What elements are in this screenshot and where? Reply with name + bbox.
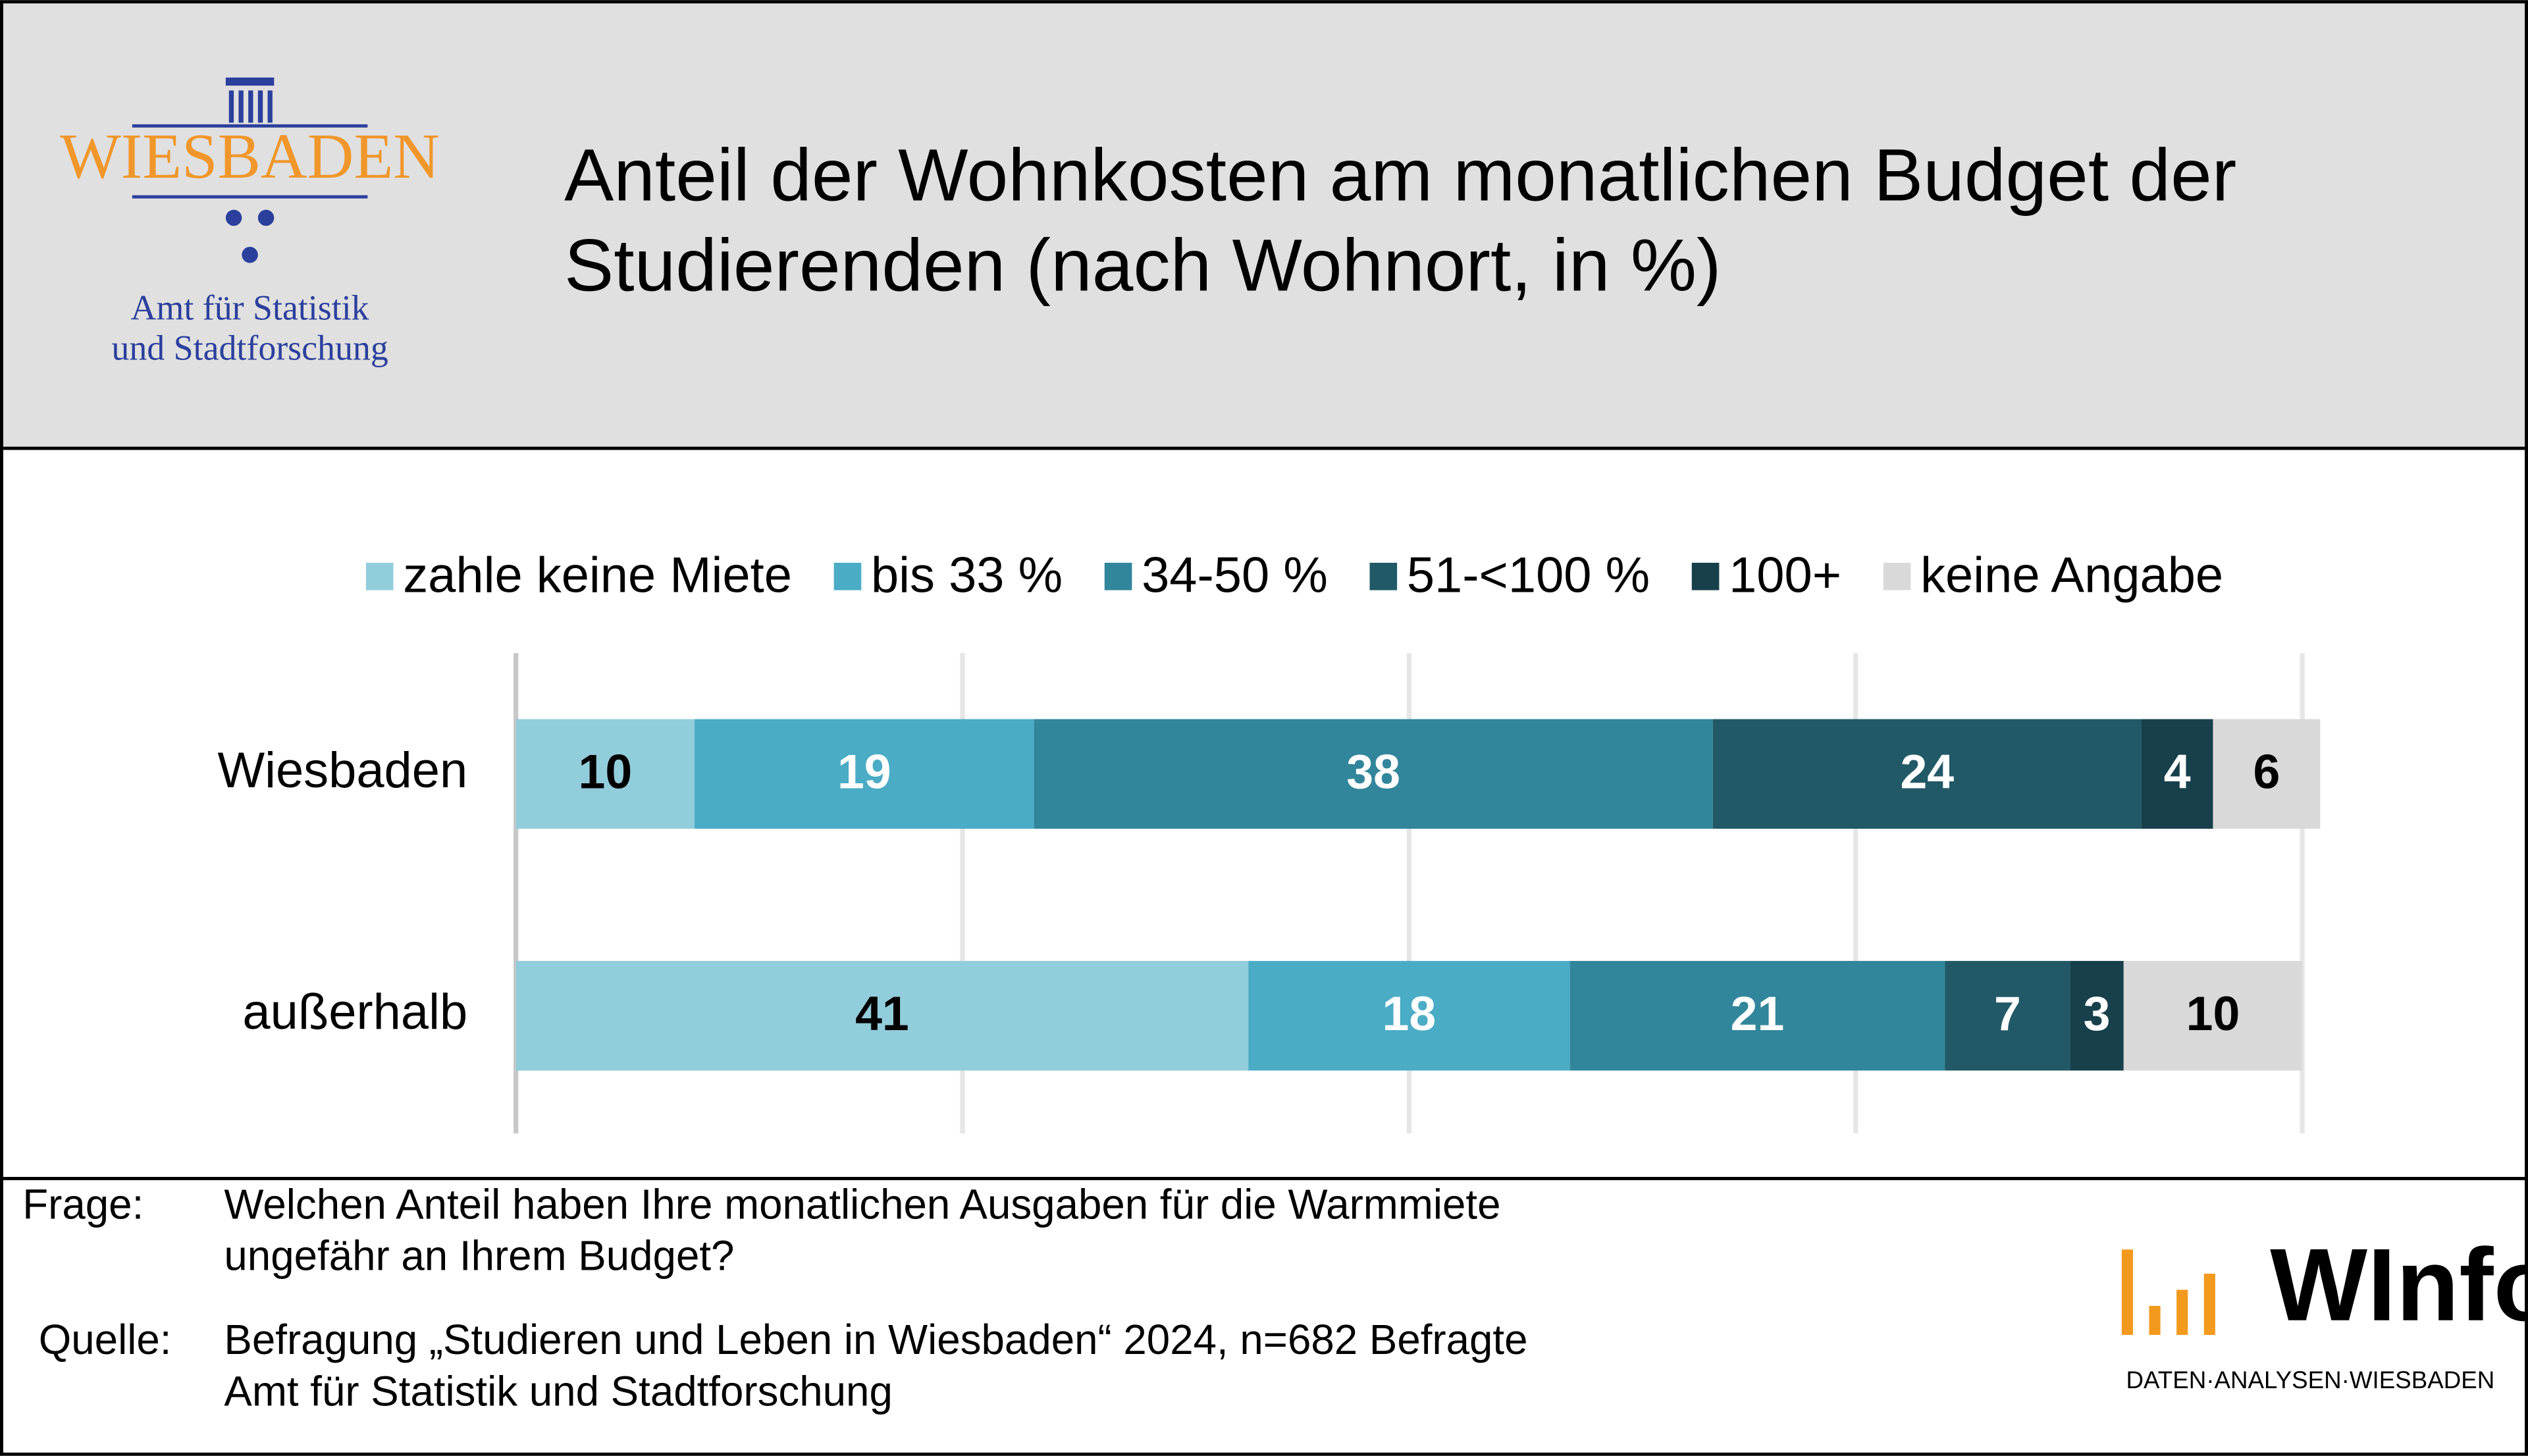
footer-text: Befragung „Studieren und Leben in Wiesba… <box>224 1316 1527 1363</box>
footer: Frage: Welchen Anteil haben Ihre monatli… <box>22 1181 1527 1415</box>
category-label: Wiesbaden <box>217 742 467 798</box>
plot: Wiesbaden 10 19 38 24 4 6 außerhalb 41 18 21 7 3 10 za… <box>217 548 2321 1133</box>
bar-segment <box>2070 960 2124 1071</box>
bar-segment <box>515 719 695 829</box>
legend-label: zahle keine Miete <box>403 548 792 604</box>
legend-label: bis 33 % <box>871 548 1063 604</box>
header-band <box>0 0 2528 450</box>
legend-label: 34-50 % <box>1142 548 1328 604</box>
legend-swatch <box>833 562 862 590</box>
footer-text: Amt für Statistik und Stadtforschung <box>224 1368 892 1415</box>
legend-swatch <box>365 562 394 590</box>
bar-segment <box>1712 719 2142 829</box>
bar-segment <box>695 719 1034 829</box>
bar-segment <box>2141 719 2213 829</box>
logo-name: WIESBADEN <box>60 121 440 192</box>
logo-line: und Stadtforschung <box>111 328 388 368</box>
value-label: 38 <box>1346 744 1400 799</box>
value-label: 7 <box>1994 986 2021 1041</box>
logo-line: Amt für Statistik <box>131 288 369 327</box>
bar-segment <box>2213 719 2321 829</box>
bar-segment <box>1569 960 1945 1071</box>
brand: WInfo <box>2270 1228 2528 1343</box>
value-label: 18 <box>1382 986 1436 1041</box>
value-label: 41 <box>855 986 909 1041</box>
footer-label: Frage: <box>22 1181 144 1228</box>
bar-segment <box>1945 960 2070 1071</box>
value-label: 21 <box>1731 986 1785 1041</box>
value-label: 6 <box>2253 744 2280 799</box>
bar-segment <box>1034 719 1713 829</box>
legend: zahle keine Miete bis 33 % 34-50 % 51-<100 … <box>365 548 2223 604</box>
brand-icon <box>2121 1249 2215 1336</box>
value-label: 3 <box>2084 986 2111 1041</box>
footer-text: ungefähr an Ihrem Budget? <box>224 1233 734 1280</box>
legend-label: keine Angabe <box>1920 548 2223 604</box>
value-label: 24 <box>1900 744 1954 799</box>
legend-swatch <box>1883 562 1911 590</box>
bar-segment <box>2123 960 2303 1071</box>
chart-title: Anteil der Wohnkosten am monatlichen Bud… <box>564 133 2236 216</box>
value-label: 10 <box>2186 986 2240 1041</box>
value-label: 19 <box>837 744 891 799</box>
footer-text: Welchen Anteil haben Ihre monatlichen Au… <box>224 1181 1500 1228</box>
chart-title: Studierenden (nach Wohnort, in %) <box>564 223 1721 306</box>
legend-swatch <box>1691 562 1720 590</box>
category-label: außerhalb <box>242 984 467 1040</box>
bar-segment <box>1248 960 1570 1071</box>
legend-swatch <box>1104 562 1132 590</box>
logo <box>132 77 368 263</box>
legend-label: 100+ <box>1729 548 1841 604</box>
brand-tagline: DATEN·ANALYSEN·WIESBADEN <box>2126 1366 2495 1393</box>
legend-label: 51-<100 % <box>1407 548 1650 604</box>
value-label: 10 <box>578 744 632 799</box>
footer-label: Quelle: <box>39 1316 172 1363</box>
bar-segment <box>515 960 1249 1071</box>
value-label: 4 <box>2164 744 2191 799</box>
legend-swatch <box>1369 562 1398 590</box>
